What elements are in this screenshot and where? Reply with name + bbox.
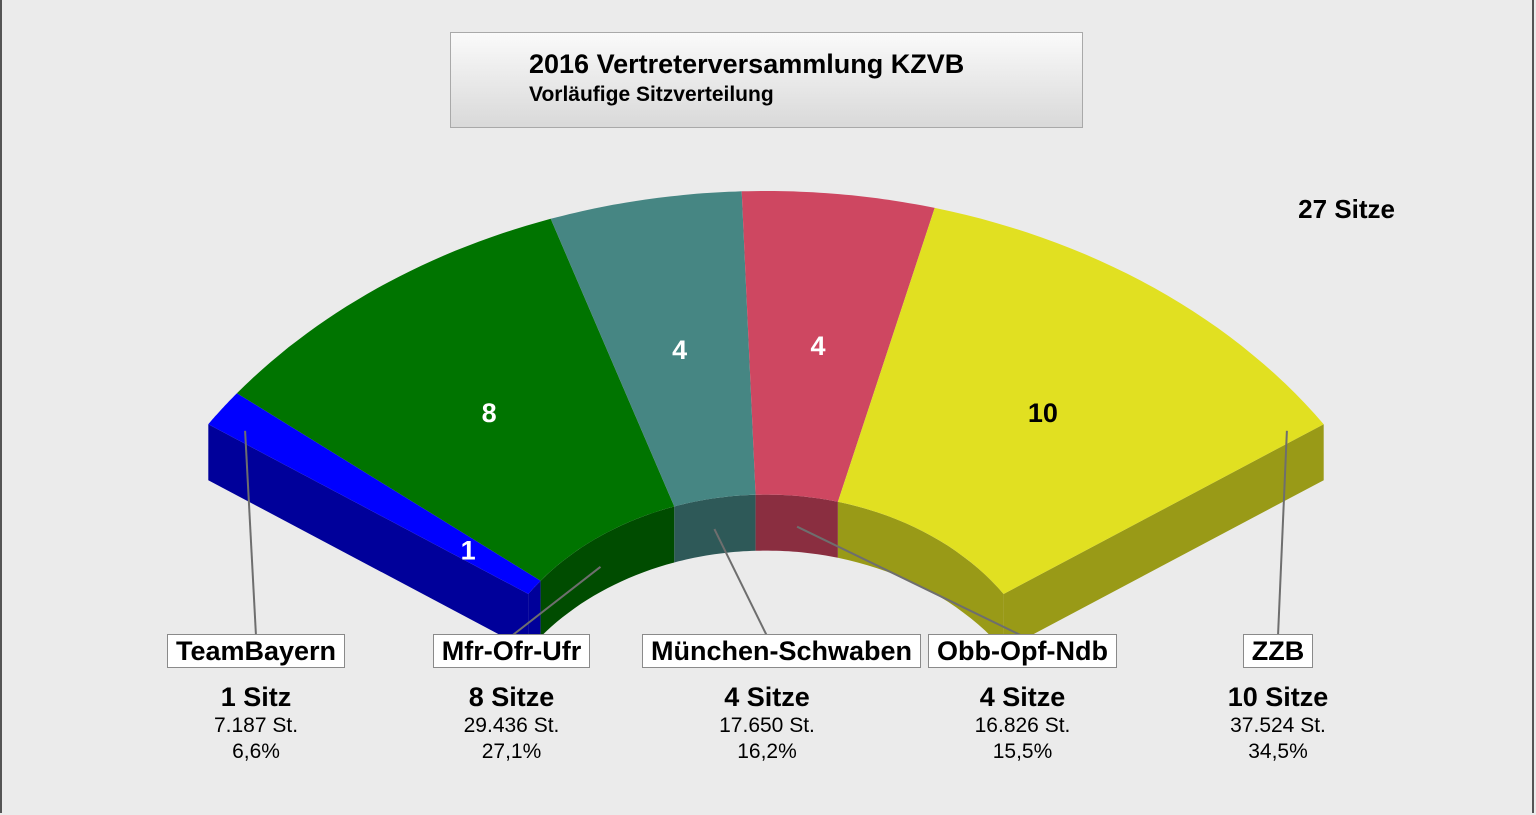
- party-name: Obb-Opf-Ndb: [928, 634, 1117, 668]
- total-seats-label: 27 Sitze: [1298, 194, 1395, 224]
- segment-seat-value: 1: [461, 535, 476, 565]
- party-name-wrap: München-Schwaben: [642, 634, 922, 668]
- title-box: 2016 Vertreterversammlung KZVB Vorläufig…: [450, 32, 1083, 128]
- party-percent: 16,2%: [737, 740, 797, 763]
- leader-line: [796, 525, 1023, 637]
- segment-left-cap: [208, 424, 529, 650]
- party-name-wrap: TeamBayern: [131, 634, 381, 668]
- party-name-wrap: Obb-Opf-Ndb: [898, 634, 1148, 668]
- segment-top-3: [741, 191, 935, 502]
- party-1: Mfr-Ofr-Ufr 8 Sitze 29.436 St. 27,1%: [387, 634, 637, 765]
- segment-seat-value: 4: [672, 335, 687, 365]
- party-name-wrap: Mfr-Ofr-Ufr: [387, 634, 637, 668]
- party-name-wrap: ZZB: [1153, 634, 1403, 668]
- party-seats: 1 Sitz: [220, 682, 292, 712]
- party-votes: 17.650 St.: [719, 714, 815, 737]
- leader-line: [713, 528, 768, 637]
- segment-top-4: [837, 207, 1324, 594]
- party-votes: 16.826 St.: [974, 714, 1071, 737]
- party-seats: 10 Sitze: [1227, 682, 1329, 712]
- segment-inner-face-0: [528, 580, 541, 650]
- party-percent: 6,6%: [232, 740, 280, 763]
- leader-line: [510, 566, 602, 637]
- party-votes: 37.524 St.: [1230, 714, 1326, 737]
- segment-seat-value: 4: [810, 331, 825, 361]
- party-name: TeamBayern: [166, 634, 346, 668]
- party-2: München-Schwaben 4 Sitze 17.650 St. 16,2%: [642, 634, 922, 765]
- party-seats: 4 Sitze: [979, 682, 1066, 712]
- party-name: ZZB: [1242, 634, 1314, 668]
- chart-subtitle: Vorläufige Sitzverteilung: [529, 83, 774, 106]
- segment-inner-face-2: [674, 494, 756, 563]
- party-percent: 34,5%: [1248, 740, 1308, 763]
- party-percent: 27,1%: [481, 740, 542, 763]
- party-votes: 29.436 St.: [463, 714, 560, 737]
- leader-line: [244, 430, 257, 637]
- segment-inner-face-3: [755, 494, 838, 558]
- party-name: Mfr-Ofr-Ufr: [432, 634, 591, 668]
- party-seats: 8 Sitze: [468, 682, 555, 712]
- party-votes: 7.187 St.: [213, 714, 299, 737]
- segment-seat-value: 10: [1028, 398, 1058, 428]
- segment-inner-face-4: [837, 501, 1004, 650]
- segment-top-1: [236, 218, 675, 581]
- segment-inner-face-1: [540, 506, 675, 637]
- party-0: TeamBayern 1 Sitz 7.187 St. 6,6%: [131, 634, 381, 765]
- chart-title: 2016 Vertreterversammlung KZVB: [529, 49, 965, 79]
- leader-line: [1277, 430, 1288, 637]
- party-4: ZZB 10 Sitze 37.524 St. 34,5%: [1153, 634, 1403, 765]
- party-percent: 15,5%: [992, 740, 1053, 763]
- party-3: Obb-Opf-Ndb 4 Sitze 16.826 St. 15,5%: [898, 634, 1148, 765]
- segment-top-0: [208, 393, 541, 594]
- party-seats: 4 Sitze: [724, 682, 810, 712]
- segment-top-2: [550, 191, 756, 507]
- segment-right-cap: [1003, 424, 1324, 650]
- party-name: München-Schwaben: [642, 634, 922, 668]
- segment-seat-value: 8: [482, 398, 497, 428]
